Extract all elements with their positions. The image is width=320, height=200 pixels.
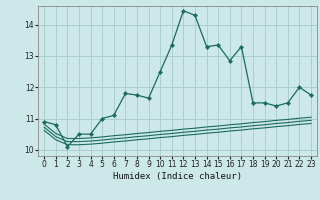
X-axis label: Humidex (Indice chaleur): Humidex (Indice chaleur) (113, 172, 242, 181)
